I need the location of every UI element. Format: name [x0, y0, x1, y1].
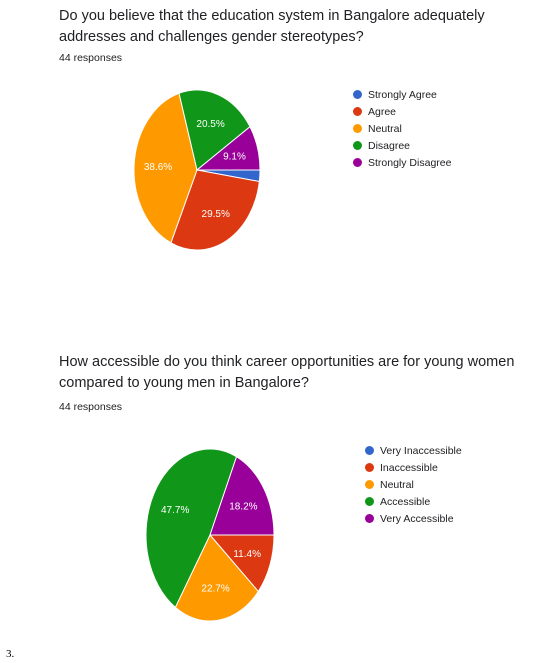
footnote: 3.	[6, 648, 15, 660]
pie-slice-agree	[170, 169, 260, 251]
legend-swatch-icon	[365, 497, 374, 506]
chart-1-responses: 44 responses	[59, 52, 123, 64]
legend-item-inaccessible: Inaccessible	[365, 459, 462, 476]
pie-data-label-very-accessible: 18.2%	[229, 502, 257, 513]
legend-label: Strongly Agree	[368, 88, 437, 101]
legend-swatch-icon	[353, 107, 362, 116]
chart-2-responses: 44 responses	[59, 401, 123, 413]
chart-2-title: How accessible do you think career oppor…	[59, 354, 515, 391]
legend-label: Very Inaccessible	[380, 444, 462, 457]
legend-label: Strongly Disagree	[368, 156, 452, 169]
legend-swatch-icon	[353, 124, 362, 133]
legend-item-neutral: Neutral	[365, 476, 462, 493]
legend-label: Neutral	[380, 478, 414, 491]
legend-swatch-icon	[365, 480, 374, 489]
legend-label: Neutral	[368, 122, 402, 135]
pie-data-label-agree: 29.5%	[202, 209, 230, 220]
pie-data-label-neutral: 22.7%	[201, 583, 229, 594]
legend-item-strongly-disagree: Strongly Disagree	[353, 154, 451, 171]
pie-slice-neutral	[174, 534, 259, 622]
pie-data-label-disagree: 20.5%	[196, 119, 224, 130]
pie-slice-neutral	[133, 92, 198, 244]
pie-slice-strongly-disagree	[195, 125, 261, 171]
pie-slice-accessible	[145, 448, 238, 609]
chart-1-title: Do you believe that the education system…	[59, 8, 485, 45]
legend-swatch-icon	[365, 446, 374, 455]
legend-label: Inaccessible	[380, 461, 438, 474]
pie-slice-very-accessible	[209, 455, 275, 536]
legend-label: Agree	[368, 105, 397, 118]
legend-label: Accessible	[380, 495, 431, 508]
pie-slice-disagree	[178, 89, 251, 171]
legend-item-agree: Agree	[353, 103, 451, 120]
pie-data-label-strongly-disagree: 9.1%	[223, 152, 246, 163]
legend-item-very-accessible: Very Accessible	[365, 510, 462, 527]
legend-swatch-icon	[353, 90, 362, 99]
legend-item-strongly-agree: Strongly Agree	[353, 86, 451, 103]
pie-data-label-inaccessible: 11.4%	[233, 549, 261, 560]
pie-data-label-accessible: 47.7%	[161, 505, 189, 516]
chart-1-pie: 29.5% 38.6% 20.5% 9.1%	[133, 89, 261, 251]
chart-2-pie: 11.4% 22.7% 47.7% 18.2%	[145, 448, 275, 622]
legend-item-accessible: Accessible	[365, 493, 462, 510]
legend-swatch-icon	[365, 463, 374, 472]
legend-item-disagree: Disagree	[353, 137, 451, 154]
chart-2-legend: Very Inaccessible Inaccessible Neutral Acce…	[365, 442, 462, 527]
pie-data-label-neutral: 38.6%	[144, 162, 172, 173]
legend-label: Very Accessible	[380, 512, 454, 525]
legend-swatch-icon	[353, 158, 362, 167]
legend-item-very-inaccessible: Very Inaccessible	[365, 442, 462, 459]
legend-label: Disagree	[368, 139, 411, 152]
legend-item-neutral: Neutral	[353, 120, 451, 137]
chart-1-legend: Strongly Agree Agree Neutral Disagree Strong…	[353, 86, 451, 171]
legend-swatch-icon	[365, 514, 374, 523]
legend-swatch-icon	[353, 141, 362, 150]
